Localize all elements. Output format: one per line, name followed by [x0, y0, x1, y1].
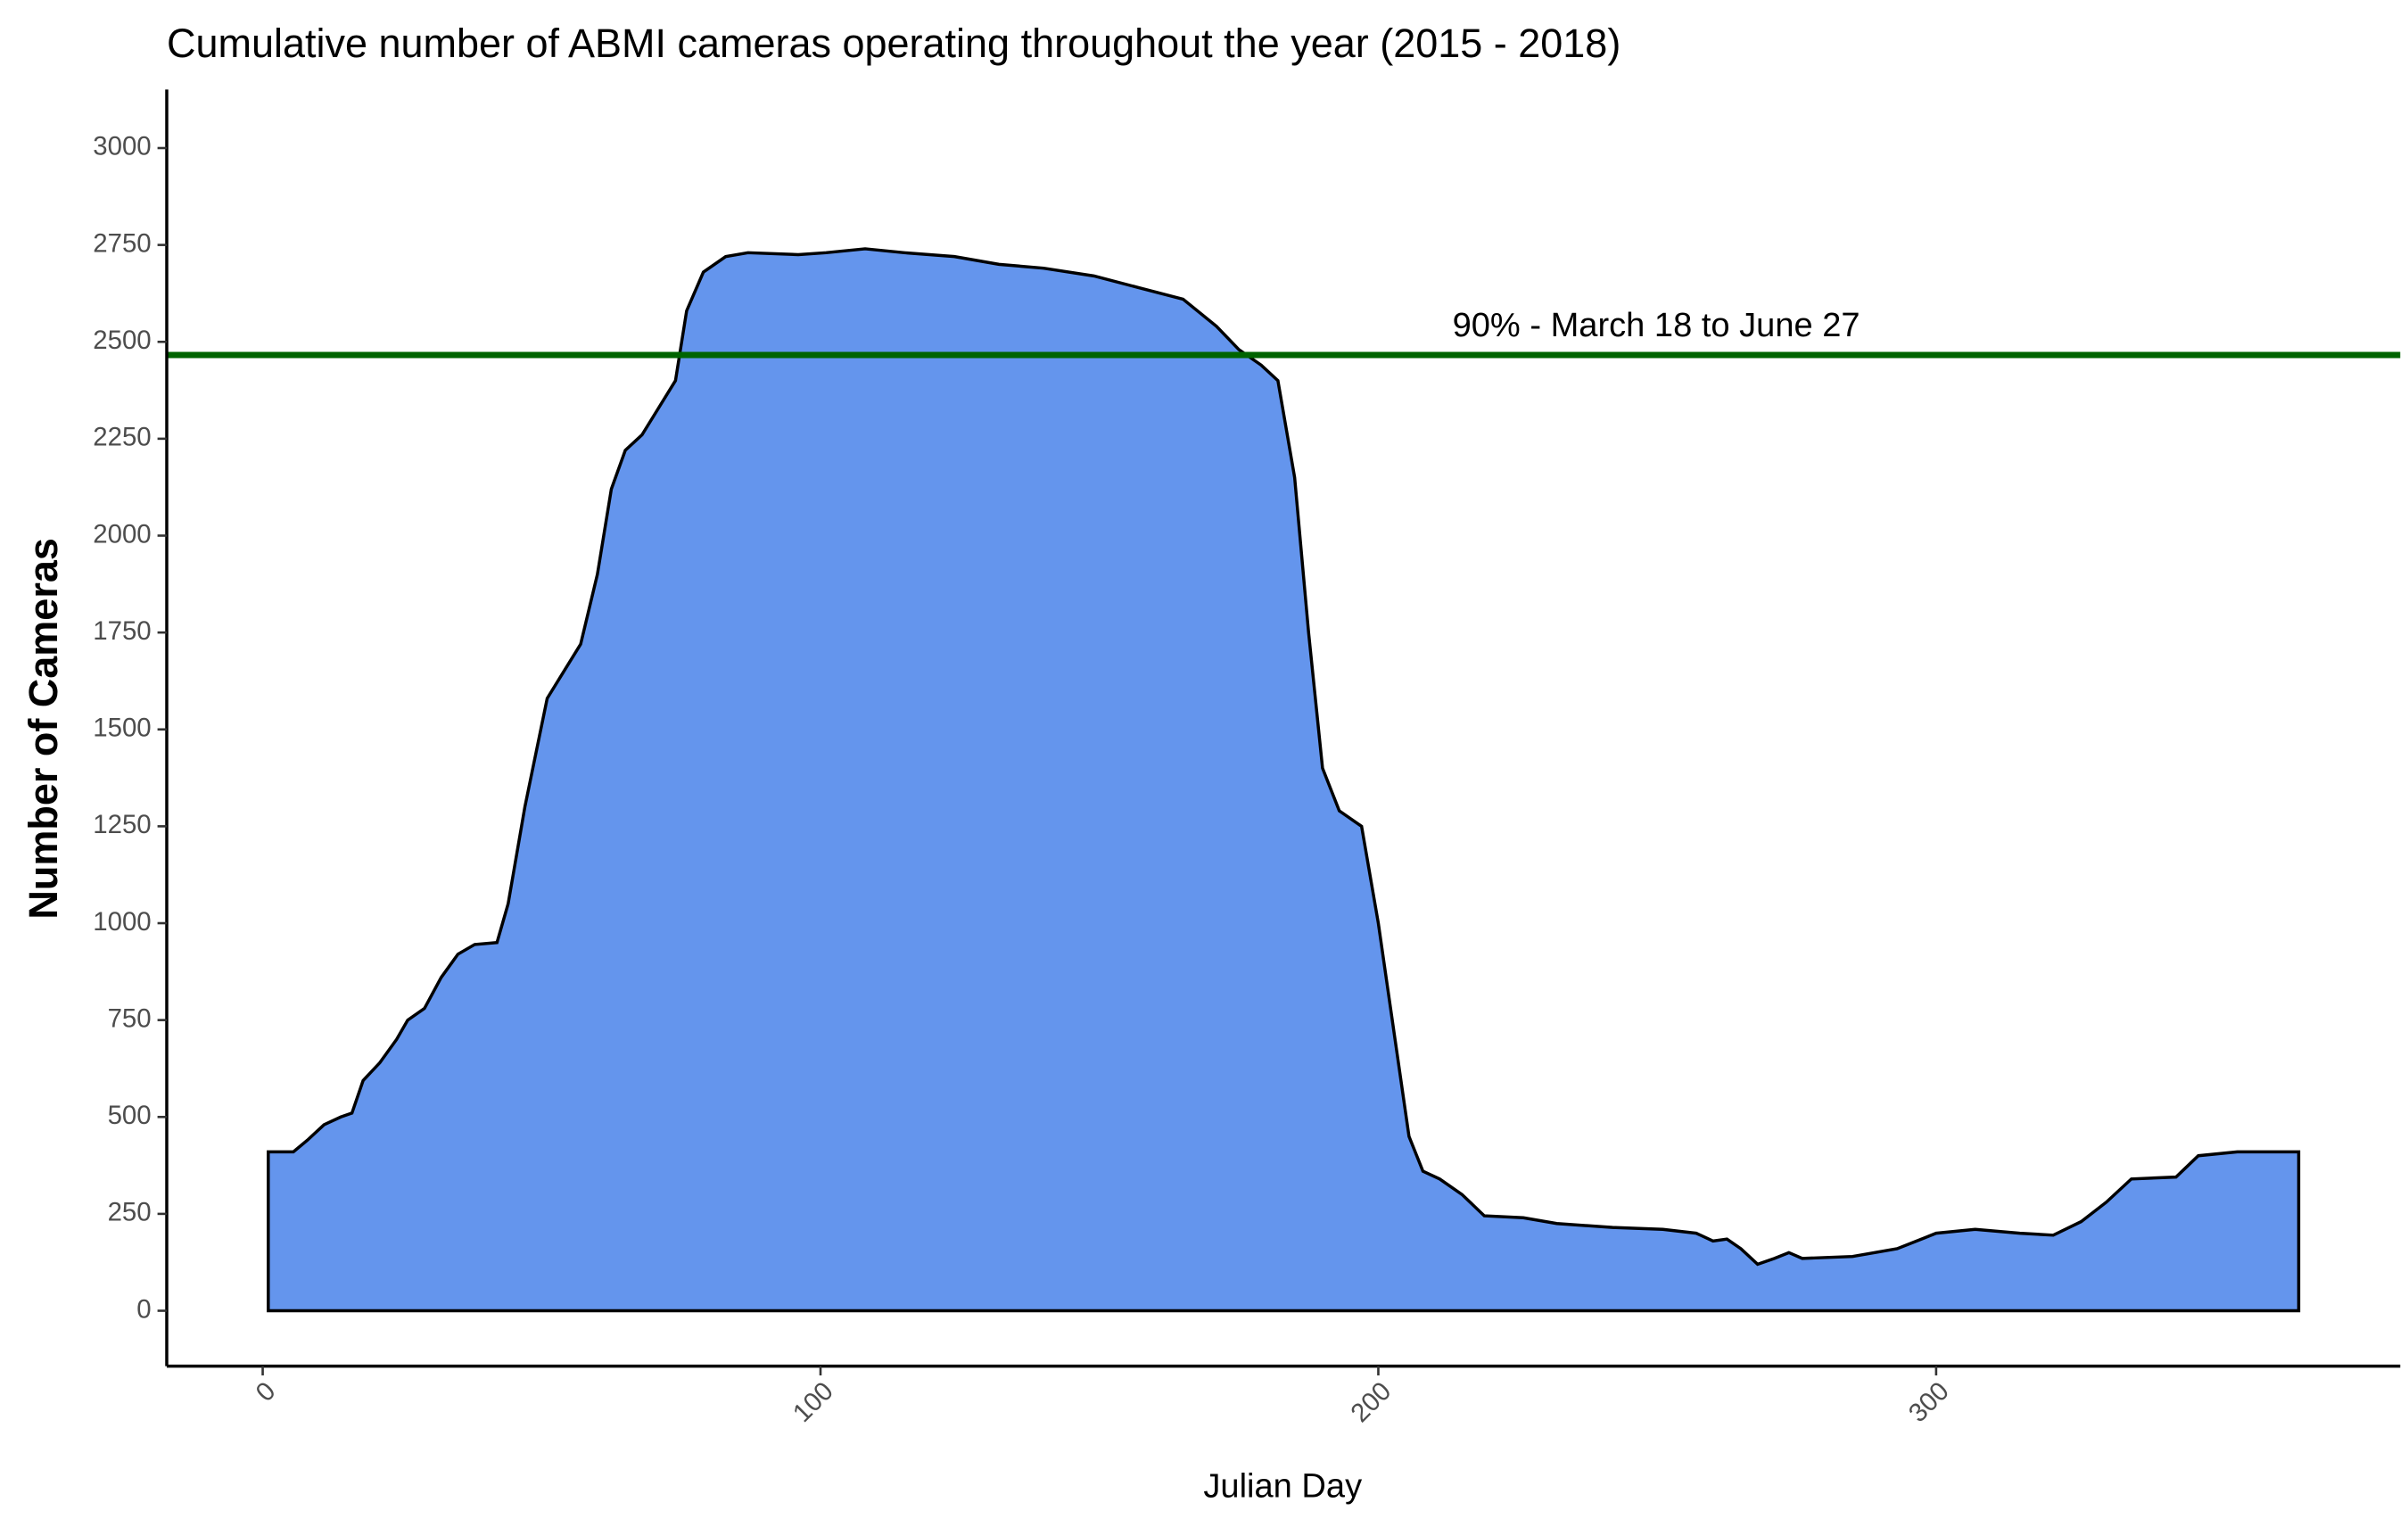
y-tick-label: 1500	[93, 714, 151, 743]
y-tick-label: 0	[136, 1294, 151, 1324]
y-tick-label: 2000	[93, 519, 151, 549]
y-tick-label: 1250	[93, 810, 151, 839]
y-tick-label: 3000	[93, 132, 151, 161]
y-tick-label: 750	[108, 1003, 152, 1033]
y-tick-label: 2750	[93, 228, 151, 258]
y-tick-label: 250	[108, 1198, 152, 1227]
area	[267, 247, 2301, 1313]
x-axis-label: Julian Day	[1203, 1467, 1362, 1505]
y-axis-label: Number of Cameras	[21, 538, 66, 919]
y-tick-label: 2250	[93, 423, 151, 452]
annotation: 90% - March 18 to June 27	[1453, 307, 1860, 344]
y-tick-label: 2500	[93, 326, 151, 355]
y-tick-label: 1000	[93, 907, 151, 937]
chart-title: Cumulative number of ABMI cameras operat…	[167, 21, 1620, 66]
y-tick-label: 500	[108, 1101, 152, 1130]
y-tick-label: 1750	[93, 616, 151, 646]
